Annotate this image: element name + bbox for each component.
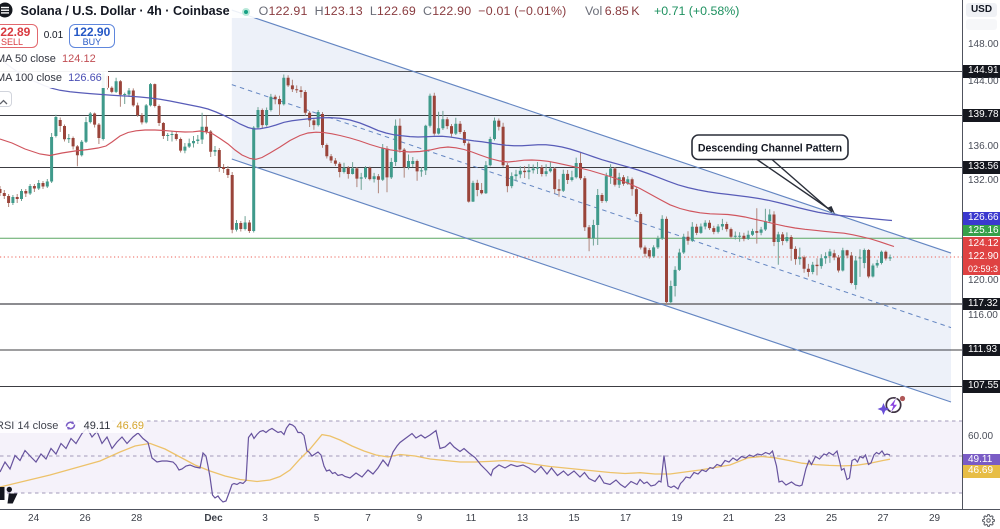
svg-text:Descending Channel Pattern: Descending Channel Pattern: [698, 143, 842, 155]
